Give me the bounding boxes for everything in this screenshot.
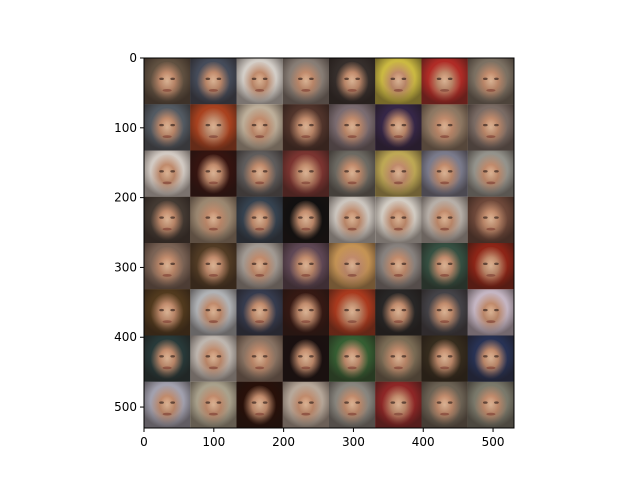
face-tile (421, 196, 469, 244)
face-tile (329, 289, 376, 336)
y-tick-label: 500 (114, 400, 137, 414)
face-tile (282, 289, 330, 336)
face-tile (421, 58, 469, 105)
face-tile (467, 289, 514, 336)
face-tile (144, 150, 191, 198)
face-tile (467, 381, 514, 428)
face-tile (329, 58, 376, 105)
face-tile (236, 335, 284, 383)
image-grid (144, 58, 514, 428)
x-tick-label: 500 (482, 435, 505, 449)
face-tile (329, 335, 376, 383)
face-tile (421, 150, 469, 198)
y-tick-label: 0 (129, 51, 137, 65)
face-tile (190, 150, 237, 198)
face-tile (282, 335, 330, 383)
face-tile (467, 196, 514, 244)
face-tile (236, 58, 284, 105)
face-tile (329, 104, 376, 151)
x-tick-label: 300 (342, 435, 365, 449)
face-tile (467, 335, 514, 383)
x-tick-label: 400 (412, 435, 435, 449)
face-tile (190, 243, 237, 290)
face-tile (190, 381, 237, 428)
axes-frame (143, 57, 515, 429)
face-tile (236, 196, 284, 244)
face-tile (467, 150, 514, 198)
face-tile (190, 289, 237, 336)
face-tile (144, 58, 191, 105)
face-tile (144, 381, 191, 428)
face-tile (236, 381, 284, 428)
face-tile (467, 243, 514, 290)
face-tile (421, 335, 469, 383)
face-tile (282, 58, 330, 105)
face-tile (467, 104, 514, 151)
face-tile (421, 243, 469, 290)
face-tile (190, 196, 237, 244)
face-tile (467, 58, 514, 105)
face-tile (375, 381, 422, 428)
face-tile (375, 335, 422, 383)
y-tick-label: 100 (114, 121, 137, 135)
face-tile (375, 289, 422, 336)
y-tick-label: 300 (114, 260, 137, 274)
face-tile (329, 150, 376, 198)
face-tile (144, 104, 191, 151)
face-tile (375, 150, 422, 198)
face-tile (329, 243, 376, 290)
face-tile (282, 104, 330, 151)
face-tile (190, 104, 237, 151)
face-tile (282, 196, 330, 244)
face-tile (375, 104, 422, 151)
face-tile (236, 243, 284, 290)
x-tick-label: 200 (272, 435, 295, 449)
face-tile (421, 104, 469, 151)
face-tile (421, 381, 469, 428)
face-tile (236, 289, 284, 336)
face-tile (190, 335, 237, 383)
face-tile (144, 289, 191, 336)
x-tick-label: 0 (140, 435, 148, 449)
face-tile (190, 58, 237, 105)
face-tile (282, 150, 330, 198)
face-tile (144, 335, 191, 383)
face-tile (282, 243, 330, 290)
face-tile (236, 150, 284, 198)
face-tile (375, 58, 422, 105)
face-tile (375, 243, 422, 290)
y-axis: 0 100 200 300 400 500 (114, 51, 144, 414)
x-tick-label: 100 (202, 435, 225, 449)
face-tile (375, 196, 422, 244)
face-tile (144, 243, 191, 290)
face-tile (329, 196, 376, 244)
face-tile (329, 381, 376, 428)
y-tick-label: 400 (114, 330, 137, 344)
face-tile (144, 196, 191, 244)
face-tile (282, 381, 330, 428)
x-axis: 0 100 200 300 400 500 (140, 428, 505, 449)
y-tick-label: 200 (114, 191, 137, 205)
face-tile (421, 289, 469, 336)
face-tile (236, 104, 284, 151)
